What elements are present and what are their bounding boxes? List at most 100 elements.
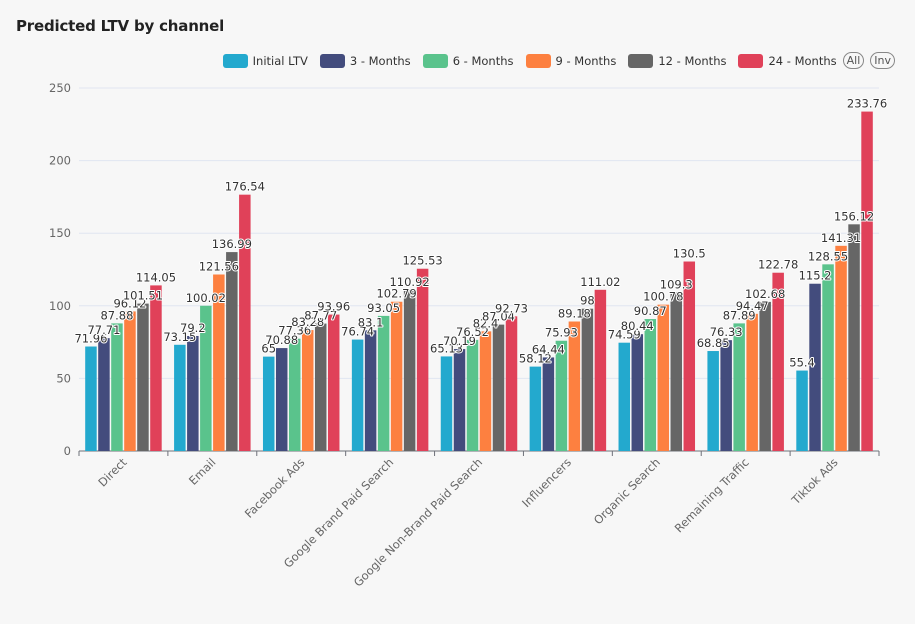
bar[interactable] [683,261,696,451]
bar[interactable] [644,319,657,451]
data-label: 102.79 [376,287,416,301]
bar[interactable] [796,370,808,451]
bar[interactable] [809,283,821,451]
bar[interactable] [200,305,212,451]
legend-invert-button[interactable]: Inv [870,52,895,69]
data-label: 100.78 [643,290,683,304]
data-label: 65 [261,342,276,356]
data-label: 77.36 [278,324,311,338]
data-label: 77.71 [87,323,120,337]
legend-item-12-months[interactable]: 12 - Months [628,53,727,68]
bar[interactable] [239,194,251,451]
data-label: 76.33 [710,325,743,339]
bar[interactable] [772,272,784,451]
bar[interactable] [555,340,568,451]
bar[interactable] [733,323,745,451]
bar[interactable] [505,316,518,451]
bar[interactable] [187,336,199,451]
bar[interactable] [529,366,542,451]
bar[interactable] [479,331,492,451]
bar[interactable] [568,321,581,451]
legend-label: 9 - Months [555,53,617,68]
bar[interactable] [759,301,771,451]
data-label: 83.1 [358,315,384,329]
bar[interactable] [314,323,327,451]
bar[interactable] [327,314,340,451]
legend-swatch [222,53,248,68]
bar[interactable] [618,342,631,451]
bar[interactable] [403,289,416,451]
data-label: 74.59 [608,328,641,342]
bar[interactable] [351,339,364,451]
bar[interactable] [137,303,149,451]
legend-item-24-months[interactable]: 24 - Months [738,53,837,68]
data-label: 122.78 [758,258,798,272]
bar[interactable] [707,351,719,451]
bar[interactable] [262,356,275,451]
legend-label: 12 - Months [658,53,727,68]
y-tick-label: 0 [64,444,71,458]
chart-title: Predicted LTV by channel [16,17,225,35]
bar[interactable] [416,268,429,451]
bar[interactable] [594,289,607,451]
data-label: 93.05 [367,301,400,315]
data-label: 75.93 [545,326,578,340]
data-label: 156.12 [834,209,874,223]
bar[interactable] [670,292,683,451]
legend-item-initial-ltv[interactable]: Initial LTV [222,53,308,68]
bar[interactable] [288,338,301,451]
bar[interactable] [111,323,123,451]
data-label: 90.87 [634,304,667,318]
bar[interactable] [174,344,186,451]
data-label: 70.88 [265,333,298,347]
data-label: 141.31 [821,231,861,245]
data-label: 111.02 [580,275,620,289]
bar[interactable] [657,304,670,451]
bar[interactable] [85,346,97,451]
bar[interactable] [861,111,873,452]
bar[interactable] [150,285,162,451]
bar[interactable] [301,330,314,451]
legend-item-6-months[interactable]: 6 - Months [422,53,514,68]
bar[interactable] [226,252,238,451]
bar[interactable] [720,340,732,451]
x-tick-label: Organic Search [591,455,663,527]
legend-item-9-months[interactable]: 9 - Months [525,53,617,68]
data-label: 80.44 [621,319,654,333]
legend-swatch [525,53,551,68]
bar[interactable] [542,357,555,451]
bar[interactable] [822,264,834,451]
bar[interactable] [581,308,594,451]
data-label: 109.3 [660,277,693,291]
data-label: 98 [580,294,595,308]
legend-select-all-button[interactable]: All [842,52,865,69]
data-label: 71.96 [74,332,107,346]
x-tick-label: Tiktok Ads [788,455,841,508]
bar[interactable] [377,315,390,451]
bar[interactable] [746,313,758,451]
bar[interactable] [98,338,110,451]
data-label: 92.73 [495,301,528,315]
bar[interactable] [492,324,505,451]
legend-label: 6 - Months [452,53,514,68]
data-label: 70.19 [443,334,476,348]
data-label: 73.15 [163,330,196,344]
bar[interactable] [835,245,847,451]
bar[interactable] [440,356,453,451]
bar[interactable] [453,349,466,451]
data-label: 233.76 [847,97,887,111]
legend-item-3-months[interactable]: 3 - Months [319,53,411,68]
x-tick-label: Remaining Traffic [672,455,752,535]
data-label: 83.28 [291,315,324,329]
data-label: 58.12 [519,352,552,366]
bar[interactable] [364,330,377,451]
bar[interactable] [466,339,479,451]
data-label: 55.4 [789,356,815,370]
bar[interactable] [390,301,403,451]
bar[interactable] [275,348,288,451]
data-label: 100.02 [186,291,226,305]
bar[interactable] [848,224,860,451]
bar[interactable] [124,311,136,451]
bar[interactable] [631,334,644,451]
bar[interactable] [213,274,225,451]
